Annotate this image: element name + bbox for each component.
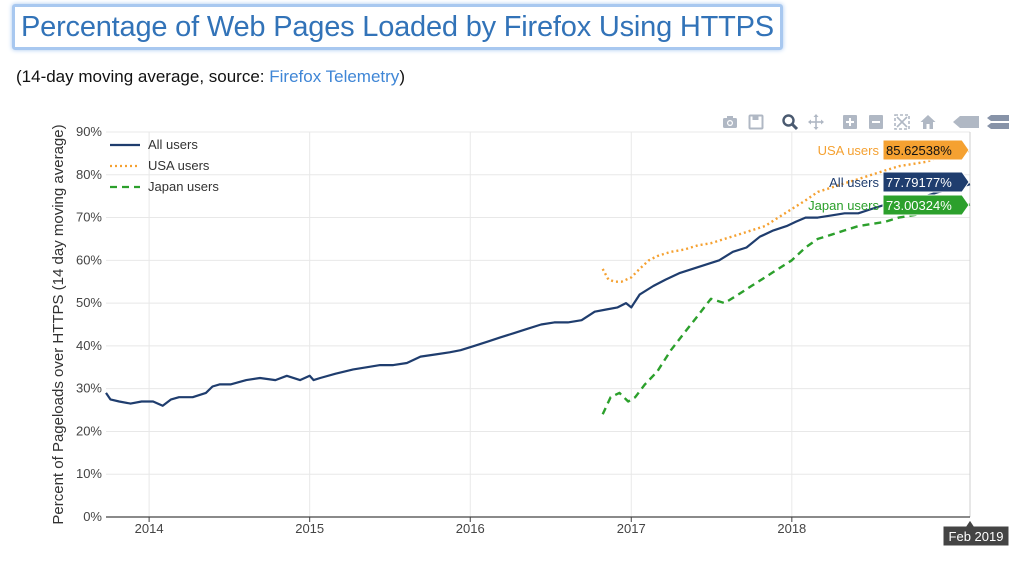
zoom-out-icon[interactable]: [866, 112, 886, 132]
y-tick-label: 40%: [76, 338, 102, 353]
y-tick-label: 60%: [76, 252, 102, 267]
y-tick-label: 50%: [76, 295, 102, 310]
subtitle-suffix: ): [399, 67, 405, 86]
subtitle: (14-day moving average, source: Firefox …: [16, 67, 405, 87]
x-tick-label: 2015: [295, 521, 324, 536]
autoscale-icon[interactable]: [892, 112, 912, 132]
hover-closest-icon[interactable]: [952, 112, 980, 132]
save-icon[interactable]: [746, 112, 766, 132]
page-title: Percentage of Web Pages Loaded by Firefo…: [21, 10, 774, 43]
zoom-icon[interactable]: [780, 112, 800, 132]
hover-label-box: [882, 139, 970, 161]
hover-label-name: All users: [829, 175, 879, 190]
hover-label-name: Japan users: [808, 198, 879, 213]
hover-date-box: [942, 519, 1010, 547]
y-axis-title: Percent of Pageloads over HTTPS (14 day …: [50, 124, 67, 524]
y-tick-label: 90%: [76, 124, 102, 139]
y-tick-label: 70%: [76, 210, 102, 225]
camera-icon[interactable]: [720, 112, 740, 132]
series-line-japan-users[interactable]: [601, 203, 971, 415]
x-tick-label: 2017: [617, 521, 646, 536]
x-tick-label: 2018: [777, 521, 806, 536]
zoom-in-icon[interactable]: [840, 112, 860, 132]
hover-label-name: USA users: [818, 143, 880, 158]
series-line-all-users[interactable]: [105, 183, 971, 407]
series-line-usa-users[interactable]: [601, 149, 971, 283]
legend-entry[interactable]: USA users: [148, 158, 210, 173]
home-icon[interactable]: [918, 112, 938, 132]
subtitle-prefix: (14-day moving average, source:: [16, 67, 270, 86]
hover-label-value: 85.62538%: [886, 143, 952, 158]
legend-entry[interactable]: Japan users: [148, 179, 219, 194]
hover-label-value: 77.79177%: [886, 175, 952, 190]
y-tick-label: 0%: [83, 509, 102, 524]
title-box[interactable]: Percentage of Web Pages Loaded by Firefo…: [12, 4, 783, 50]
hover-compare-icon[interactable]: [986, 112, 1010, 132]
hover-date-label: Feb 2019: [949, 529, 1004, 544]
y-tick-label: 20%: [76, 423, 102, 438]
y-tick-label: 30%: [76, 381, 102, 396]
hover-label-box: [882, 171, 970, 193]
modebar: [720, 112, 1016, 132]
y-tick-label: 10%: [76, 466, 102, 481]
firefox-telemetry-link[interactable]: Firefox Telemetry: [269, 67, 400, 86]
hover-label-value: 73.00324%: [886, 198, 952, 213]
hover-label-box: [882, 194, 970, 216]
x-tick-label: 2016: [456, 521, 485, 536]
legend-entry[interactable]: All users: [148, 137, 198, 152]
x-tick-label: 2014: [135, 521, 164, 536]
y-tick-label: 80%: [76, 167, 102, 182]
pan-icon[interactable]: [806, 112, 826, 132]
